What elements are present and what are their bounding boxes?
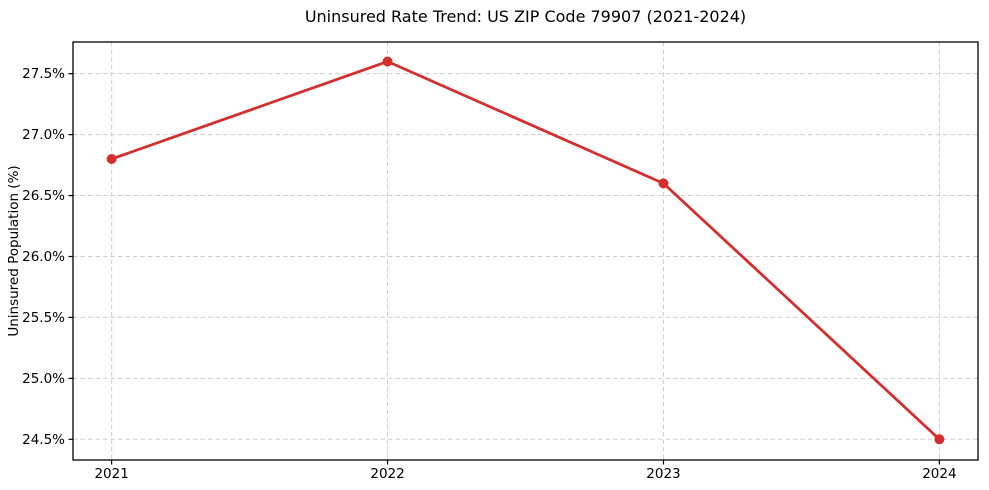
y-tick-label: 25.5% — [22, 310, 65, 326]
x-tick-label: 2024 — [922, 466, 956, 482]
data-point-marker — [106, 153, 117, 164]
data-point-marker — [382, 56, 393, 67]
axes-frame — [72, 41, 979, 461]
y-tick-label: 25.0% — [22, 371, 65, 387]
x-tick-label: 2023 — [646, 466, 680, 482]
y-tick-label: 24.5% — [22, 432, 65, 448]
y-tick-label: 27.5% — [22, 66, 65, 82]
data-point-marker — [934, 434, 945, 445]
x-tick-label: 2021 — [94, 466, 128, 482]
x-tick-label: 2022 — [370, 466, 404, 482]
y-tick-label: 26.5% — [22, 188, 65, 204]
y-tick-label: 27.0% — [22, 127, 65, 143]
trend-line — [110, 60, 941, 441]
chart-title: Uninsured Rate Trend: US ZIP Code 79907 … — [304, 7, 747, 26]
y-tick-label: 26.0% — [22, 249, 65, 265]
data-point-marker — [658, 178, 669, 189]
